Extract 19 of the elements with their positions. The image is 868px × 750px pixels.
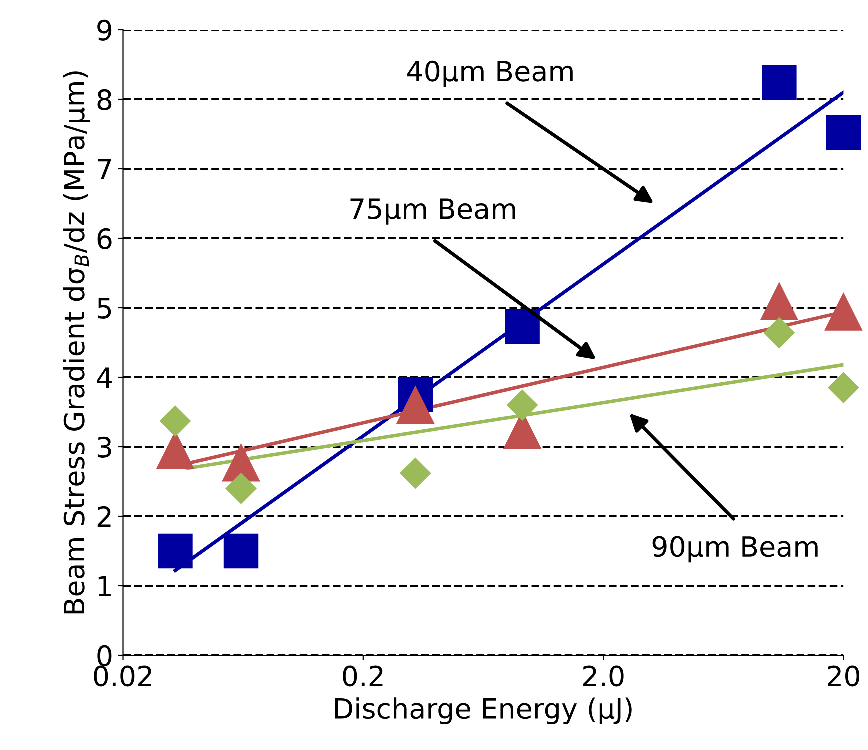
x-tick-label: 0.02: [94, 666, 152, 687]
annotation: 90μm Beam: [652, 536, 818, 563]
y-tick-label: 5: [98, 298, 112, 319]
y-tick-label: 0: [98, 645, 112, 666]
y-tick-label: 9: [98, 20, 112, 41]
annotation: 75μm Beam: [350, 198, 516, 225]
x-tick-label: 2.0: [583, 666, 624, 687]
y-tick-label: 1: [98, 576, 111, 597]
y-tick-label: 4: [97, 368, 112, 388]
y-axis-title: Beam Stress Gradient dσ$_{B}$/dz (MPa/μm): [63, 72, 90, 614]
y-tick-label: 3: [98, 436, 112, 458]
y-tick-label: 2: [98, 506, 111, 528]
y-tick-label: 7: [98, 159, 112, 180]
annotation: 40μm Beam: [407, 60, 573, 88]
y-tick-label: 8: [98, 89, 112, 110]
x-tick-label: 20: [828, 666, 860, 687]
y-tick-label: 6: [98, 228, 112, 250]
x-tick-label: 0.2: [343, 666, 383, 687]
x-axis-title: Discharge Energy (μJ): [335, 698, 632, 725]
